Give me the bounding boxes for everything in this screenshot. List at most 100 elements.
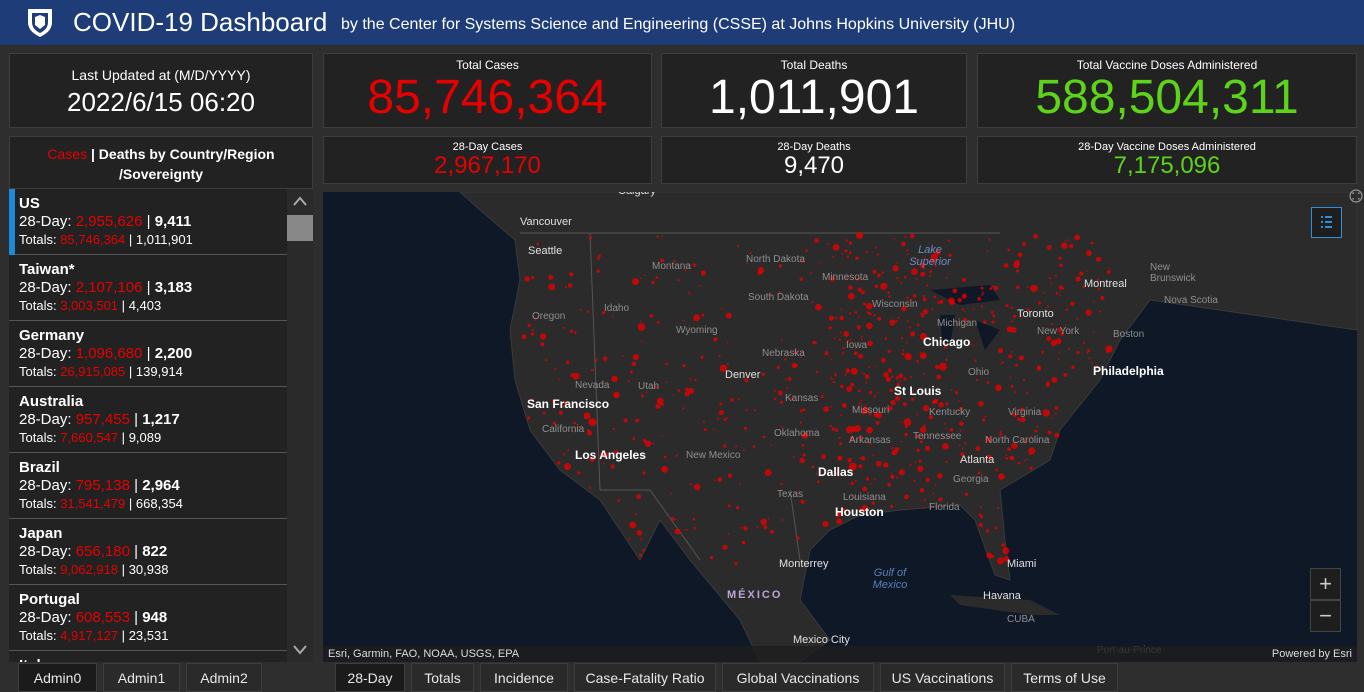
map-dot <box>850 382 855 387</box>
map-dot <box>635 418 640 423</box>
map-dot <box>1008 354 1013 359</box>
separator: | <box>146 213 151 230</box>
map-dot <box>904 235 907 238</box>
map-dot <box>700 355 704 360</box>
map-dot <box>539 333 547 340</box>
map-tab[interactable]: Global Vaccinations <box>722 663 874 692</box>
country-row[interactable]: Taiwan* 28-Day: 2,107,106 | 3,183 Totals: … <box>9 255 287 321</box>
header: COVID-19 Dashboard by the Center for Sys… <box>0 0 1364 45</box>
map-dot <box>873 314 876 317</box>
zoom-out[interactable]: − <box>1310 600 1341 632</box>
map-dot <box>1001 543 1005 547</box>
label: Totals: <box>19 430 57 445</box>
map-dot <box>778 264 783 268</box>
map-dot <box>763 525 768 530</box>
country-row[interactable]: US 28-Day: 2,955,626 | 9,411 Totals: 85,74… <box>9 189 287 255</box>
map-dot <box>815 303 822 311</box>
map-dot <box>841 315 843 318</box>
map-dot <box>846 339 850 343</box>
separator: | <box>90 146 95 162</box>
map-dot <box>641 394 645 398</box>
map-dot <box>921 333 924 336</box>
map-dot <box>986 250 989 253</box>
map-dot <box>943 345 947 349</box>
left-tab[interactable]: Admin1 <box>103 663 180 692</box>
map-dot <box>888 295 891 298</box>
country-row[interactable]: Portugal 28-Day: 608,553 | 948 Totals: 4,9… <box>9 585 287 651</box>
deaths: 3,183 <box>154 279 193 296</box>
map-dot <box>916 323 920 327</box>
cases: 7,660,547 <box>60 430 119 445</box>
map-dot <box>920 271 926 277</box>
map-dot <box>527 416 531 420</box>
map-dot <box>999 430 1003 434</box>
left-tab[interactable]: Admin2 <box>186 663 262 692</box>
map-dot <box>887 405 893 412</box>
map-label: Texas <box>777 489 804 500</box>
cases-toggle[interactable]: Cases <box>47 146 88 162</box>
map-dot <box>901 241 906 247</box>
subtitle: by the Center for Systems Science and En… <box>341 16 1016 33</box>
map-dot <box>1026 458 1029 460</box>
map-dot <box>562 453 566 456</box>
map-tab[interactable]: Incidence <box>480 663 568 692</box>
separator: | <box>134 477 139 494</box>
map-dot <box>895 319 898 323</box>
map-dot <box>903 377 907 381</box>
map-dot <box>565 360 570 365</box>
scrollbar[interactable] <box>287 189 313 662</box>
zoom-in[interactable]: + <box>1310 568 1341 600</box>
map-label: Mexico City <box>793 634 850 646</box>
map-dot <box>845 368 851 374</box>
label: Total Vaccine Doses Administered <box>1076 58 1258 72</box>
map-dot <box>864 403 866 406</box>
country-row[interactable]: Brazil 28-Day: 795,138 | 2,964 Totals: 31,… <box>9 453 287 519</box>
map-label: San Francisco <box>527 397 610 411</box>
map-dot <box>1010 350 1013 353</box>
map-dot <box>663 455 667 459</box>
map-dot <box>524 276 530 282</box>
map-dot <box>860 456 866 461</box>
legend-button[interactable] <box>1311 207 1342 238</box>
map-dot <box>906 249 909 252</box>
map-dot <box>1088 357 1091 360</box>
map-tab[interactable]: Terms of Use <box>1011 663 1118 692</box>
map-tab[interactable]: 28-Day <box>335 663 405 692</box>
map-dot <box>802 453 806 457</box>
map-dot <box>677 389 681 392</box>
map-label: CUBA <box>1007 614 1035 625</box>
map-dot <box>890 399 896 406</box>
map-dot <box>846 255 850 258</box>
map-dot <box>911 397 915 401</box>
map-dot <box>848 251 852 255</box>
separator: | <box>146 279 151 296</box>
map-dot <box>1027 286 1030 289</box>
day28-line: 28-Day: 957,455 | 1,217 <box>19 411 287 429</box>
map-dot <box>986 552 993 559</box>
map-dot <box>1054 406 1059 410</box>
map-tab[interactable]: US Vaccinations <box>880 663 1005 692</box>
map-dot <box>1017 417 1021 422</box>
map-dot <box>536 242 540 246</box>
country-row[interactable]: Japan 28-Day: 656,180 | 822 Totals: 9,062,… <box>9 519 287 585</box>
map-dot <box>1001 361 1004 364</box>
country-row[interactable]: Australia 28-Day: 957,455 | 1,217 Totals: … <box>9 387 287 453</box>
left-tab[interactable]: Admin0 <box>18 663 97 692</box>
fullscreen-button[interactable] <box>1348 188 1364 204</box>
map-dot <box>916 413 918 416</box>
country-row[interactable]: Germany 28-Day: 1,096,680 | 2,200 Totals: … <box>9 321 287 387</box>
map-tab[interactable]: Case-Fatality Ratio <box>574 663 716 692</box>
map-dot <box>684 391 690 397</box>
country-row[interactable]: Italy <box>9 651 287 662</box>
map-dot <box>743 526 748 531</box>
list-title[interactable]: Deaths by Country/Region /Sovereignty <box>98 146 275 182</box>
map-dot <box>1085 309 1092 316</box>
deaths: 1,217 <box>142 411 180 428</box>
cases: 2,107,106 <box>75 279 143 296</box>
map-dot <box>917 465 924 472</box>
map-dot <box>865 250 868 253</box>
map-tab[interactable]: Totals <box>411 663 474 692</box>
map[interactable]: Calgary Vancouver Seattle Montana North Dako… <box>323 192 1357 662</box>
map-dot <box>835 317 838 320</box>
map-dot <box>661 435 663 438</box>
